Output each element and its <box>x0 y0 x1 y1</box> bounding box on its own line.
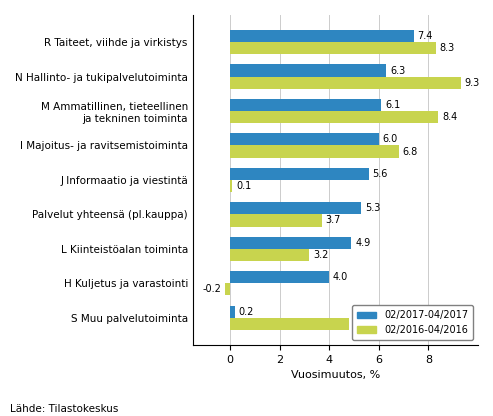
Text: 4.0: 4.0 <box>333 272 348 282</box>
Bar <box>230 134 379 146</box>
Bar <box>230 64 386 77</box>
X-axis label: Vuosimuutos, %: Vuosimuutos, % <box>291 370 380 380</box>
Text: -0.2: -0.2 <box>203 285 221 295</box>
Text: 9.3: 9.3 <box>464 77 480 88</box>
Bar <box>230 271 329 283</box>
Text: 0.2: 0.2 <box>239 307 254 317</box>
Bar <box>230 318 349 330</box>
Text: 3.2: 3.2 <box>313 250 328 260</box>
Text: 4.9: 4.9 <box>355 238 370 248</box>
Bar <box>230 237 352 249</box>
Legend: 02/2017-04/2017, 02/2016-04/2016: 02/2017-04/2017, 02/2016-04/2016 <box>352 305 473 340</box>
Bar <box>230 202 361 214</box>
Text: 6.1: 6.1 <box>385 100 400 110</box>
Bar <box>230 77 460 89</box>
Bar <box>230 99 381 111</box>
Text: 8.4: 8.4 <box>442 112 458 122</box>
Bar <box>225 283 230 295</box>
Bar <box>230 146 399 158</box>
Text: 5.3: 5.3 <box>365 203 381 213</box>
Text: 7.4: 7.4 <box>417 31 432 41</box>
Text: 0.1: 0.1 <box>236 181 251 191</box>
Bar <box>230 42 436 54</box>
Bar <box>230 111 438 123</box>
Text: 5.6: 5.6 <box>373 169 388 179</box>
Bar <box>230 180 232 192</box>
Text: 8.3: 8.3 <box>440 43 455 53</box>
Bar <box>230 249 309 261</box>
Text: 6.0: 6.0 <box>383 134 398 144</box>
Bar <box>230 168 369 180</box>
Bar <box>230 30 414 42</box>
Bar <box>230 214 322 226</box>
Text: 6.3: 6.3 <box>390 65 405 76</box>
Text: 6.8: 6.8 <box>402 146 418 156</box>
Text: 4.8: 4.8 <box>352 319 368 329</box>
Text: Lähde: Tilastokeskus: Lähde: Tilastokeskus <box>10 404 118 414</box>
Bar <box>230 306 235 318</box>
Text: 3.7: 3.7 <box>325 215 341 225</box>
